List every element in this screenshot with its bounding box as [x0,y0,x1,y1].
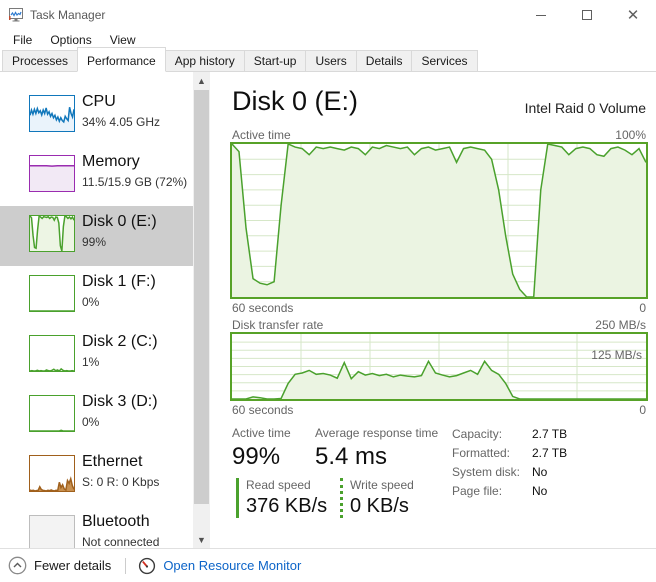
transfer-rate-chart: 125 MB/s [230,332,648,401]
fewer-details-button[interactable]: Fewer details [8,556,111,575]
title-bar: Task Manager ✕ [0,0,656,30]
disk1-thumbnail-chart [29,275,75,312]
disk0-thumbnail-chart [29,215,75,252]
tab-users[interactable]: Users [305,50,357,71]
tab-start-up[interactable]: Start-up [243,50,307,71]
menu-options[interactable]: Options [50,33,92,47]
page-file-label: Page file: [452,484,503,498]
sidebar-scrollbar[interactable]: ▲ ▼ [193,72,210,548]
status-bar: Fewer details Open Resource Monitor [0,548,656,582]
sidebar-item-bluetooth[interactable]: Bluetooth Not connected [0,506,193,548]
close-icon: ✕ [626,6,640,24]
active-time-xaxis-right: 0 [639,301,646,315]
system-disk-value: No [532,465,548,479]
write-speed-value: 0 KB/s [350,495,409,517]
scrollbar-thumb[interactable] [194,90,209,504]
transfer-rate-xaxis-right: 0 [639,403,646,417]
disk-detail-panel: Disk 0 (E:) Intel Raid 0 Volume Active t… [225,72,656,548]
system-disk-label: System disk: [452,465,521,479]
sidebar-item-disk1[interactable]: Disk 1 (F:) 0% [0,266,193,326]
active-time-stat-value: 99% [232,443,281,470]
active-time-stat-label: Active time [232,426,291,440]
transfer-rate-chart-label: Disk transfer rate [232,318,324,332]
maximize-icon [582,10,592,20]
page-file-value: No [532,484,548,498]
sidebar-item-ethernet[interactable]: Ethernet S: 0 R: 0 Kbps [0,446,193,506]
cpu-thumbnail-chart [29,95,75,132]
menu-view[interactable]: View [109,33,136,47]
sidebar-item-disk3[interactable]: Disk 3 (D:) 0% [0,386,193,446]
scroll-down-icon[interactable]: ▼ [197,534,206,545]
scroll-up-icon[interactable]: ▲ [197,75,206,86]
chevron-up-circle-icon [8,556,27,575]
resource-monitor-icon [139,557,156,574]
transfer-rate-mid-label: 125 MB/s [591,348,642,362]
read-speed-value: 376 KB/s [246,495,328,517]
disk2-thumbnail-chart [29,335,75,372]
task-manager-icon [9,8,23,22]
footer-divider [125,557,127,574]
sidebar-item-memory[interactable]: Memory 11.5/15.9 GB (72%) [0,146,193,206]
capacity-value: 2.7 TB [532,427,568,441]
device-name: Intel Raid 0 Volume [524,100,646,116]
page-title: Disk 0 (E:) [232,86,359,116]
formatted-label: Formatted: [452,446,511,460]
active-time-max-label: 100% [615,128,646,142]
bluetooth-thumbnail-chart [29,515,75,548]
avg-response-stat-value: 5.4 ms [315,443,388,470]
window-title: Task Manager [30,8,106,22]
write-speed-label: Write speed [350,478,414,492]
capacity-label: Capacity: [452,427,503,441]
sidebar-item-disk2[interactable]: Disk 2 (C:) 1% [0,326,193,386]
menu-bar: File Options View [0,30,656,50]
memory-thumbnail-chart [29,155,75,192]
read-speed-label: Read speed [246,478,311,492]
transfer-rate-max-label: 250 MB/s [595,318,646,332]
avg-response-stat-label: Average response time [315,426,439,440]
tab-processes[interactable]: Processes [2,50,79,71]
maximize-button[interactable] [564,0,610,30]
active-time-chart-label: Active time [232,128,291,142]
formatted-value: 2.7 TB [532,446,568,460]
tab-details[interactable]: Details [355,50,413,71]
minimize-button[interactable] [518,0,564,30]
open-resource-monitor-link[interactable]: Open Resource Monitor [138,557,301,575]
sidebar-item-disk0[interactable]: Disk 0 (E:) 99% [0,206,193,266]
read-speed-stat: Read speed 376 KB/s [236,478,327,518]
transfer-rate-xaxis-left: 60 seconds [232,403,294,417]
menu-file[interactable]: File [13,33,33,47]
ethernet-thumbnail-chart [29,455,75,492]
performance-sidebar: CPU 34% 4.05 GHz Memory 11.5/15.9 GB (72… [0,72,212,548]
disk-properties: Capacity: 2.7 TB Formatted: 2.7 TB Syste… [452,427,567,503]
minimize-icon [536,14,546,16]
write-speed-stat: Write speed 0 KB/s [340,478,414,518]
tab-bar: Processes Performance App history Start-… [0,47,656,72]
tab-services[interactable]: Services [411,50,478,71]
sidebar-item-cpu[interactable]: CPU 34% 4.05 GHz [0,86,193,146]
close-button[interactable]: ✕ [610,0,656,30]
disk3-thumbnail-chart [29,395,75,432]
active-time-xaxis-left: 60 seconds [232,301,294,315]
tab-performance[interactable]: Performance [77,47,166,72]
active-time-chart [230,142,648,299]
tab-app-history[interactable]: App history [164,50,245,71]
